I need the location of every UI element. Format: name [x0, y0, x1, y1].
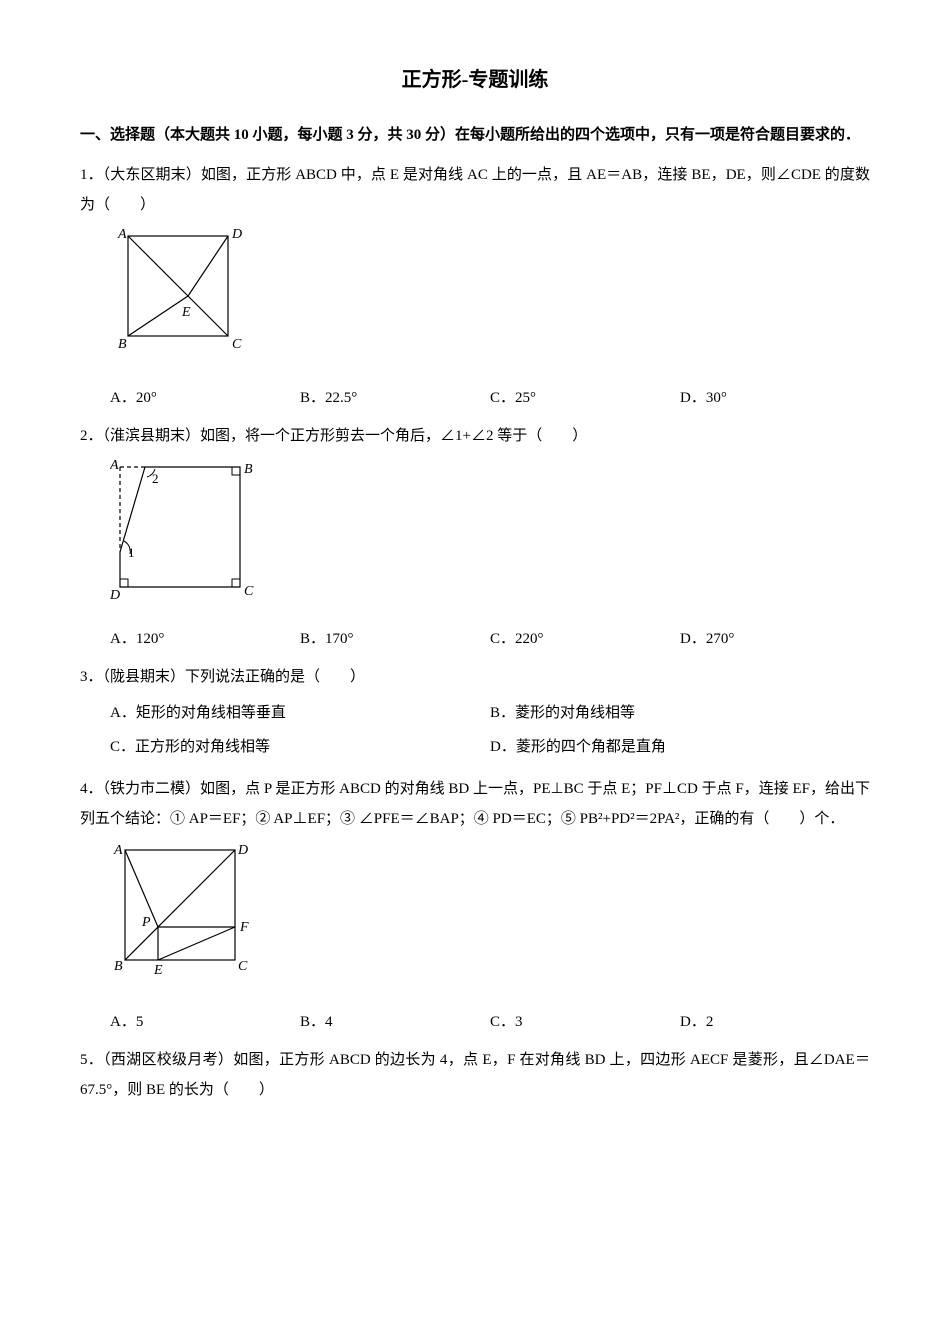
- svg-text:B: B: [244, 462, 253, 477]
- question-4: 4．（铁力市二模）如图，点 P 是正方形 ABCD 的对角线 BD 上一点，PE…: [80, 774, 870, 1037]
- q4-opt-b: B．4: [300, 1007, 490, 1037]
- q3-opt-a: A．矩形的对角线相等垂直: [110, 698, 490, 728]
- q3-opt-d: D．菱形的四个角都是直角: [490, 732, 870, 762]
- section-header: 一、选择题（本大题共 10 小题，每小题 3 分，共 30 分）在每小题所给出的…: [80, 120, 870, 150]
- page-title: 正方形-专题训练: [80, 60, 870, 100]
- question-3: 3．（陇县期末）下列说法正确的是（ ） A．矩形的对角线相等垂直 B．菱形的对角…: [80, 662, 870, 766]
- q4-opt-c: C．3: [490, 1007, 680, 1037]
- svg-text:1: 1: [128, 545, 135, 560]
- question-5: 5．（西湖区校级月考）如图，正方形 ABCD 的边长为 4，点 E，F 在对角线…: [80, 1045, 870, 1105]
- svg-text:A: A: [110, 458, 119, 473]
- svg-text:B: B: [114, 959, 123, 974]
- svg-text:F: F: [239, 920, 249, 935]
- q3-opt-c: C．正方形的对角线相等: [110, 732, 490, 762]
- question-1: 1．（大东区期末）如图，正方形 ABCD 中，点 E 是对角线 AC 上的一点，…: [80, 160, 870, 413]
- q2-opt-a: A．120°: [110, 624, 300, 654]
- q1-opt-d: D．30°: [680, 383, 870, 413]
- q1-options: A．20° B．22.5° C．25° D．30°: [80, 383, 870, 413]
- svg-text:A: A: [113, 843, 123, 858]
- q1-opt-c: C．25°: [490, 383, 680, 413]
- q1-opt-a: A．20°: [110, 383, 300, 413]
- svg-text:E: E: [181, 305, 191, 320]
- q4-figure: A D B C P E F: [110, 840, 870, 1001]
- q2-options: A．120° B．170° C．220° D．270°: [80, 624, 870, 654]
- q1-stem: 1．（大东区期末）如图，正方形 ABCD 中，点 E 是对角线 AC 上的一点，…: [80, 160, 870, 220]
- q3-opt-b: B．菱形的对角线相等: [490, 698, 870, 728]
- q5-stem: 5．（西湖区校级月考）如图，正方形 ABCD 的边长为 4，点 E，F 在对角线…: [80, 1045, 870, 1105]
- q2-figure: A B C D 1 2: [110, 457, 870, 618]
- q3-options: A．矩形的对角线相等垂直 B．菱形的对角线相等 C．正方形的对角线相等 D．菱形…: [80, 698, 870, 766]
- q2-opt-c: C．220°: [490, 624, 680, 654]
- q2-opt-b: B．170°: [300, 624, 490, 654]
- svg-text:C: C: [244, 584, 254, 599]
- q2-stem: 2．（淮滨县期末）如图，将一个正方形剪去一个角后，∠1+∠2 等于（ ）: [80, 421, 870, 451]
- svg-text:E: E: [153, 963, 163, 978]
- svg-text:C: C: [232, 337, 242, 352]
- q4-stem: 4．（铁力市二模）如图，点 P 是正方形 ABCD 的对角线 BD 上一点，PE…: [80, 774, 870, 834]
- svg-text:P: P: [141, 915, 151, 930]
- q4-options: A．5 B．4 C．3 D．2: [80, 1007, 870, 1037]
- q4-opt-d: D．2: [680, 1007, 870, 1037]
- q1-opt-b: B．22.5°: [300, 383, 490, 413]
- svg-text:D: D: [231, 227, 242, 242]
- q3-stem: 3．（陇县期末）下列说法正确的是（ ）: [80, 662, 870, 692]
- q1-figure: A D B C E: [110, 226, 870, 377]
- svg-text:A: A: [117, 227, 127, 242]
- svg-text:2: 2: [152, 471, 159, 486]
- svg-text:B: B: [118, 337, 127, 352]
- q4-opt-a: A．5: [110, 1007, 300, 1037]
- svg-text:C: C: [238, 959, 248, 974]
- svg-text:D: D: [237, 843, 248, 858]
- question-2: 2．（淮滨县期末）如图，将一个正方形剪去一个角后，∠1+∠2 等于（ ） A B…: [80, 421, 870, 654]
- svg-text:D: D: [110, 588, 120, 603]
- q2-opt-d: D．270°: [680, 624, 870, 654]
